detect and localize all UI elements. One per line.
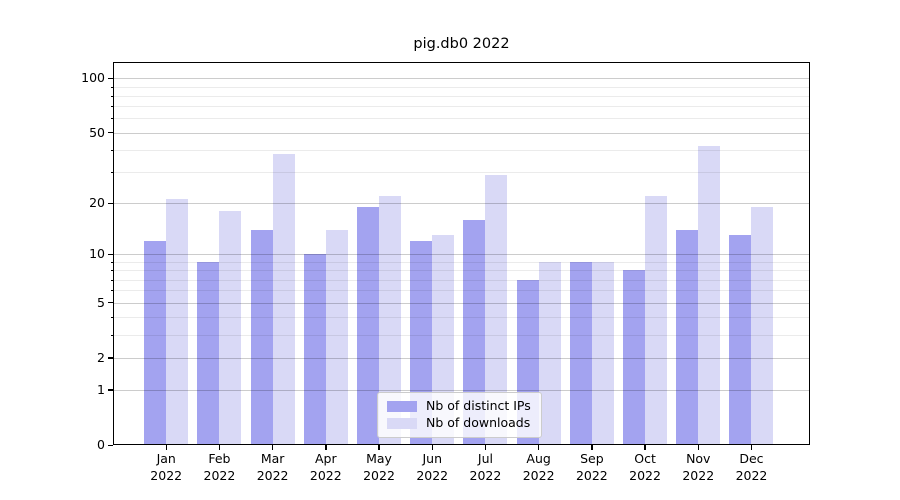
x-tick-month: Jul xyxy=(477,451,493,466)
x-tick-sep xyxy=(591,445,593,450)
y-tick-label-20: 20 xyxy=(89,195,105,211)
x-tick-label-may: May 2022 xyxy=(339,451,419,484)
x-tick-month: Mar xyxy=(260,451,285,466)
x-tick-month: May xyxy=(366,451,392,466)
x-tick-month: Nov xyxy=(686,451,711,466)
x-tick-year: 2022 xyxy=(735,467,768,483)
x-tick-month: Aug xyxy=(526,451,551,466)
x-tick-month: Feb xyxy=(208,451,231,466)
x-tick-label-dec: Dec 2022 xyxy=(711,451,791,484)
x-tick-year: 2022 xyxy=(203,467,236,483)
x-tick-dec xyxy=(750,445,753,450)
x-tick-month: Jan xyxy=(156,451,176,466)
x-tick-jan xyxy=(165,445,167,450)
y-tick-label-5: 5 xyxy=(97,294,105,310)
x-tick-apr xyxy=(325,445,327,450)
x-tick-label-apr: Apr 2022 xyxy=(286,451,366,484)
x-tick-year: 2022 xyxy=(522,467,555,483)
chart-title: pig.db0 2022 xyxy=(413,36,510,52)
x-tick-year: 2022 xyxy=(575,467,608,483)
legend-item-distinct-ips: Nb of distinct IPs xyxy=(387,399,531,413)
x-tick-year: 2022 xyxy=(150,467,183,483)
x-tick-label-sep: Sep 2022 xyxy=(552,451,632,484)
y-tick-label-100: 100 xyxy=(81,70,105,86)
y-tick-label-2: 2 xyxy=(97,349,105,365)
x-tick-year: 2022 xyxy=(682,467,715,483)
x-tick-month: Sep xyxy=(580,451,604,466)
x-tick-aug xyxy=(538,445,540,450)
y-tick-label-0: 0 xyxy=(97,437,105,452)
x-tick-year: 2022 xyxy=(309,467,342,483)
y-tick-label-10: 10 xyxy=(89,246,105,262)
legend-label-downloads: Nb of downloads xyxy=(426,415,531,430)
x-tick-year: 2022 xyxy=(629,467,661,483)
y-tick-label-50: 50 xyxy=(89,124,105,140)
x-tick-month: Oct xyxy=(634,451,656,466)
legend: Nb of distinct IPs Nb of downloads xyxy=(377,392,542,438)
x-tick-jun xyxy=(431,445,433,450)
x-tick-label-mar: Mar 2022 xyxy=(233,451,313,484)
x-tick-nov xyxy=(697,445,699,450)
legend-label-distinct-ips: Nb of distinct IPs xyxy=(426,398,531,413)
x-tick-jul xyxy=(484,445,487,450)
x-tick-year: 2022 xyxy=(256,467,289,483)
x-tick-label-nov: Nov 2022 xyxy=(658,451,738,484)
legend-swatch-downloads xyxy=(387,417,417,429)
x-tick-label-jan: Jan 2022 xyxy=(126,451,206,484)
x-tick-label-jun: Jun 2022 xyxy=(392,451,472,484)
x-tick-year: 2022 xyxy=(469,467,502,483)
x-tick-oct xyxy=(644,445,646,450)
x-tick-label-aug: Aug 2022 xyxy=(499,451,579,484)
plot-border xyxy=(113,62,810,445)
legend-swatch-distinct-ips xyxy=(387,400,417,412)
y-tick-label-1: 1 xyxy=(97,381,105,397)
x-tick-feb xyxy=(218,445,221,450)
x-tick-may xyxy=(378,445,380,450)
legend-item-downloads: Nb of downloads xyxy=(387,416,531,430)
x-tick-mar xyxy=(272,445,274,450)
x-tick-label-jul: Jul 2022 xyxy=(445,451,525,484)
x-tick-label-oct: Oct 2022 xyxy=(605,451,685,484)
x-tick-year: 2022 xyxy=(416,467,449,483)
x-tick-month: Jun xyxy=(422,451,442,466)
x-tick-year: 2022 xyxy=(363,467,395,483)
x-tick-month: Apr xyxy=(315,451,337,466)
x-tick-month: Dec xyxy=(739,451,764,466)
x-tick-label-feb: Feb 2022 xyxy=(179,451,259,484)
